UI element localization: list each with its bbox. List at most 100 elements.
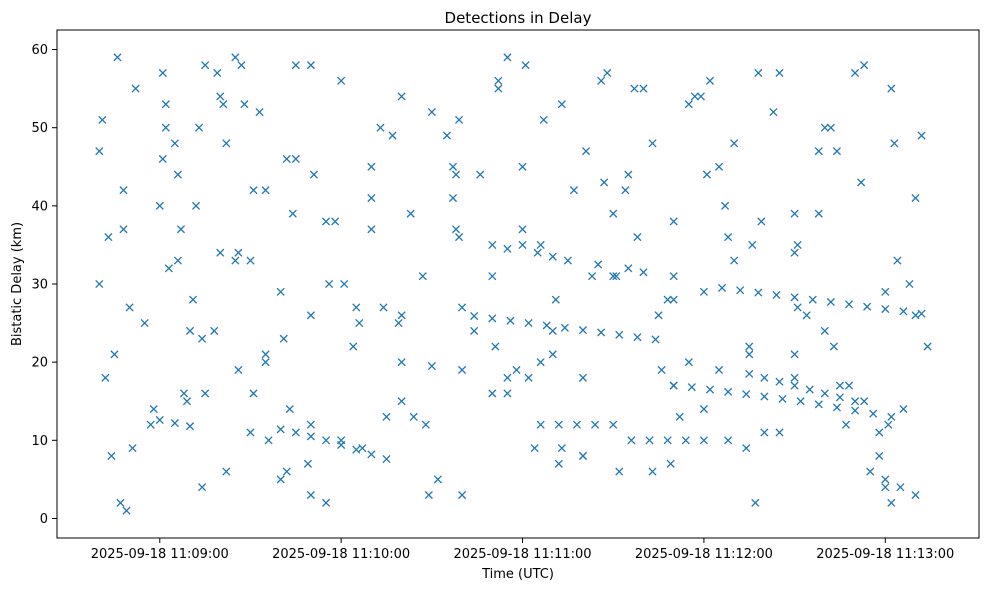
data-point [358, 444, 367, 453]
data-point [869, 409, 878, 418]
data-point [724, 436, 733, 445]
data-point [615, 467, 624, 476]
data-point [279, 334, 288, 343]
data-point [276, 287, 285, 296]
data-point [216, 92, 225, 101]
data-point [306, 432, 315, 441]
data-point [518, 162, 527, 171]
data-point [282, 154, 291, 164]
data-point [814, 400, 823, 409]
data-point [104, 233, 113, 242]
data-point [578, 373, 588, 382]
data-point [397, 397, 406, 406]
data-point [554, 459, 563, 468]
data-point [850, 68, 860, 78]
data-point [101, 373, 110, 382]
data-point [548, 350, 557, 359]
y-tick-label: 20 [31, 356, 48, 371]
data-point [506, 316, 515, 325]
data-point [530, 444, 539, 453]
data-point [367, 450, 376, 459]
x-tick-label: 2025-09-18 11:13:00 [816, 547, 954, 562]
data-point [881, 483, 890, 492]
data-point [321, 217, 331, 226]
data-point [291, 61, 300, 70]
data-point [488, 272, 497, 281]
x-tick-label: 2025-09-18 11:11:00 [453, 547, 591, 562]
data-point [572, 420, 582, 429]
data-point [201, 389, 210, 398]
data-point [814, 147, 823, 156]
data-point [418, 272, 427, 281]
data-point [234, 365, 243, 375]
data-point [340, 279, 349, 289]
data-point [424, 490, 433, 500]
data-point [548, 252, 557, 261]
data-point [600, 178, 609, 187]
data-point [790, 293, 799, 302]
data-point [536, 240, 545, 249]
y-tick-label: 30 [31, 278, 48, 293]
data-point [588, 272, 597, 281]
data-point [231, 53, 240, 62]
data-point [560, 323, 569, 332]
data-point [95, 147, 104, 156]
data-point [512, 365, 521, 375]
data-point [140, 319, 149, 328]
data-point [884, 420, 893, 429]
data-point [198, 334, 207, 343]
data-point [119, 186, 128, 195]
data-point [717, 283, 727, 292]
data-point [808, 295, 817, 304]
data-point [805, 385, 814, 394]
data-point [893, 256, 902, 265]
data-point [705, 76, 715, 85]
data-point [911, 311, 920, 320]
data-point [745, 350, 754, 359]
data-point [170, 139, 179, 148]
data-point [185, 326, 195, 335]
data-point [107, 451, 116, 460]
data-point [222, 467, 231, 476]
data-point [349, 342, 358, 351]
data-point [397, 358, 406, 367]
data-point [820, 389, 829, 398]
data-point [597, 76, 606, 85]
data-point [887, 498, 896, 507]
data-point [409, 412, 418, 421]
data-point [923, 342, 932, 351]
data-point [149, 404, 158, 414]
data-point [736, 286, 745, 295]
data-point [844, 381, 854, 390]
data-point [451, 170, 461, 179]
data-point [337, 76, 346, 85]
data-point [627, 436, 636, 445]
data-point [210, 326, 219, 335]
data-point [131, 84, 140, 93]
data-point [433, 475, 442, 484]
data-point [887, 84, 896, 93]
data-point [325, 279, 334, 289]
data-point [261, 358, 270, 367]
data-point [890, 139, 899, 148]
data-point [216, 248, 225, 257]
data-point [306, 61, 315, 70]
data-point [98, 115, 107, 124]
data-point [261, 350, 270, 359]
data-point [542, 321, 551, 330]
data-point [742, 390, 751, 399]
data-point [760, 373, 769, 382]
data-point [730, 139, 739, 148]
data-point [352, 303, 361, 312]
data-point [624, 264, 633, 273]
data-point [790, 373, 799, 382]
data-point [367, 162, 376, 171]
data-point [826, 297, 835, 307]
data-point [790, 350, 799, 359]
data-point [382, 455, 391, 464]
data-point [754, 288, 763, 297]
data-point [454, 233, 464, 242]
data-point [427, 362, 436, 371]
data-point [161, 123, 170, 132]
data-point [379, 303, 388, 312]
